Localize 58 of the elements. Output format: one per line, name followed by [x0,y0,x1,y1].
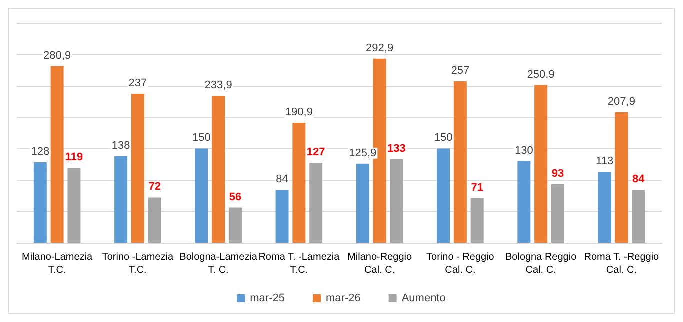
bar [212,96,226,243]
data-label: 113 [596,155,614,168]
bar [114,156,128,243]
bar [437,148,450,243]
bar [551,184,564,243]
data-label: 257 [451,64,470,77]
x-tick-label: Torino - Reggio Cal. C. [426,252,495,276]
data-label: 150 [434,132,453,144]
data-label: 119 [65,152,84,164]
bar [195,148,208,243]
data-label: 128 [31,146,50,158]
data-label: 292,9 [366,42,394,54]
data-label: 133 [388,142,406,155]
data-label: 72 [148,181,161,194]
x-tick-label: Torino -Lamezia T.C. [102,252,174,276]
data-label: 93 [552,168,564,180]
bar [131,94,144,243]
data-label: 84 [632,174,646,186]
data-label: 56 [229,191,242,204]
bar [310,163,323,243]
legend-label: mar-26 [326,292,361,304]
bar [34,162,47,243]
data-label: 250,9 [527,68,555,81]
bar [598,172,612,243]
data-label: 71 [471,182,484,194]
legend-label: Aumento [402,292,446,304]
bar [518,161,531,243]
data-label: 127 [306,146,326,159]
data-label: 84 [276,174,288,186]
x-tick-label: Bologna-Lamezia T. C. [180,252,258,276]
bar [470,198,484,243]
legend-label: mar-25 [250,292,285,304]
data-label: 237 [128,78,148,90]
x-tick-label: Bologna Reggio Cal. C. [505,252,578,276]
bar [534,85,548,243]
data-label: 130 [514,144,534,157]
data-label: 190,9 [285,106,313,119]
bar [390,159,404,243]
bar [454,81,467,243]
data-label: 233,9 [204,79,232,92]
x-tick-label: Milano-Lamezia T.C. [22,252,94,276]
bar [228,208,242,243]
data-label: 207,9 [608,96,636,108]
x-tick-label: Roma T. -Reggio Cal. C. [584,252,660,276]
data-label: 280,9 [44,50,72,62]
bar [50,66,64,243]
bar [356,164,370,243]
data-label: 150 [192,132,211,144]
data-label: 138 [112,140,130,152]
x-tick-label: Roma T. -Lamezia T.C. [258,252,340,276]
bar [292,123,306,243]
bar [276,190,289,243]
x-tick-label: Milano-Reggio Cal. C. [348,252,412,276]
bar [68,168,81,243]
bar [632,190,646,243]
bar [148,198,162,243]
bar [615,112,628,243]
data-label: 125,9 [349,147,377,160]
